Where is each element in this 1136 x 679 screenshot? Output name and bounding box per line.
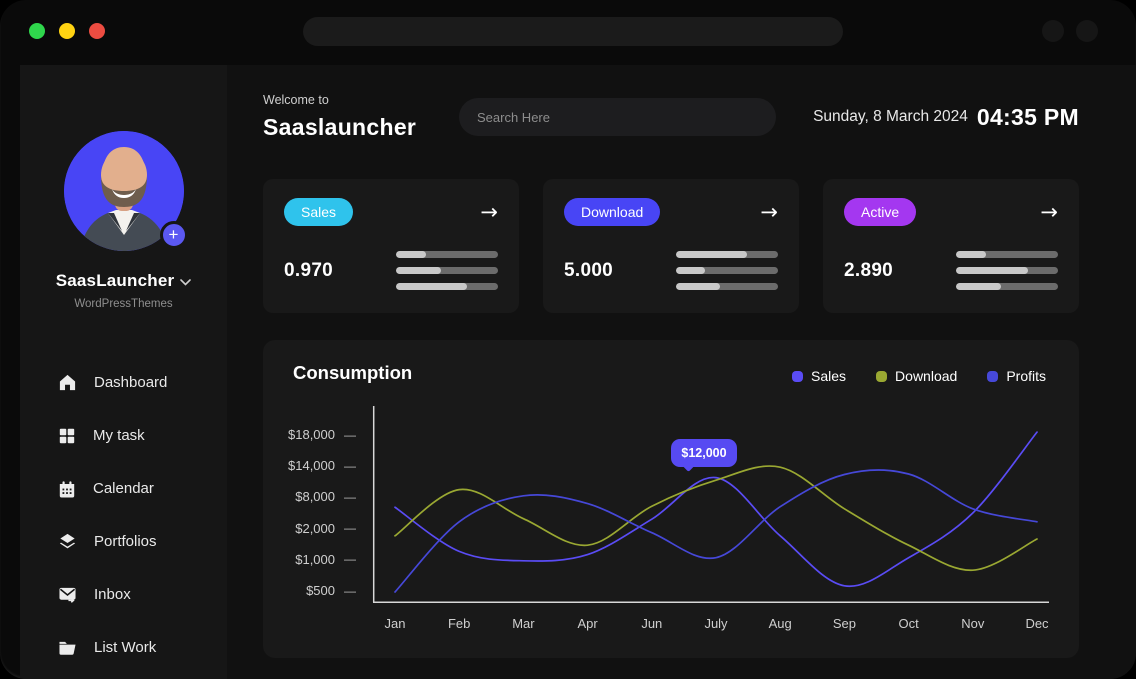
- avatar-photo: [63, 131, 184, 251]
- sidebar-item-calendar[interactable]: Calendar: [20, 462, 227, 515]
- x-tick: July: [704, 616, 728, 631]
- x-tick: Jan: [384, 616, 406, 631]
- x-tick: Jun: [641, 616, 663, 631]
- main-content: Welcome to Saaslauncher Sunday, 8 March …: [227, 65, 1136, 679]
- x-tick: Mar: [512, 616, 535, 631]
- calendar-icon: [59, 480, 75, 498]
- traffic-light-yellow-icon[interactable]: [59, 23, 75, 39]
- stat-card-download: Download → 5.000: [543, 179, 799, 313]
- date-text: Sunday, 8 March 2024: [813, 108, 968, 125]
- datetime: Sunday, 8 March 2024 04:35 PM: [776, 104, 1079, 131]
- chart-legend: Sales Download Profits: [792, 368, 1046, 384]
- status-badge: Sales: [284, 198, 354, 226]
- y-axis-labels: $500— $1,000— $2,000— $8,000— $14,000— $18,00…: [263, 406, 356, 603]
- legend-dot: [792, 370, 804, 382]
- profile-name-dropdown[interactable]: SaasLauncher: [20, 271, 227, 291]
- legend-item-download[interactable]: Download: [876, 368, 957, 384]
- arrow-right-icon[interactable]: →: [760, 199, 778, 224]
- chart-tooltip: $12,000: [671, 438, 737, 472]
- arrow-right-icon[interactable]: →: [1040, 199, 1058, 224]
- sidebar-item-inbox[interactable]: Inbox: [20, 568, 227, 621]
- sidebar-menu: Dashboard My task Calendar Portfolios In…: [20, 356, 227, 674]
- address-bar[interactable]: [303, 17, 843, 46]
- sidebar-item-label: List Work: [94, 639, 157, 656]
- sidebar-item-label: My task: [93, 427, 145, 444]
- layers-icon: [59, 533, 76, 549]
- stat-value: 5.000: [564, 259, 614, 281]
- inbox-icon: [59, 587, 76, 603]
- stat-card-sales: Sales → 0.970: [263, 179, 519, 313]
- sidebar-item-portfolios[interactable]: Portfolios: [20, 515, 227, 568]
- sidebar-item-my-task[interactable]: My task: [20, 409, 227, 462]
- line-chart-plot: [372, 406, 1049, 604]
- sidebar: + SaasLauncher WordPressThemes Dashboard…: [20, 65, 227, 679]
- status-badge: Active: [844, 198, 917, 226]
- chart-canvas: [372, 406, 1049, 604]
- browser-topbar: [0, 0, 1136, 65]
- traffic-light-red-icon[interactable]: [89, 23, 105, 39]
- x-tick: Sep: [832, 616, 856, 631]
- sidebar-item-list-work[interactable]: List Work: [20, 621, 227, 674]
- arrow-right-icon[interactable]: →: [480, 199, 498, 224]
- y-tick: $8,000—: [295, 489, 356, 505]
- legend-item-sales[interactable]: Sales: [792, 368, 846, 384]
- sidebar-item-label: Dashboard: [94, 374, 168, 391]
- sidebar-item-label: Calendar: [93, 480, 154, 497]
- window-button-icon[interactable]: [1042, 20, 1064, 42]
- welcome-text: Welcome to: [263, 93, 329, 107]
- legend-dot: [876, 370, 888, 382]
- tooltip-value: $12,000: [681, 445, 727, 460]
- stat-card-active: Active → 2.890: [823, 179, 1079, 313]
- x-tick: Oct: [898, 616, 919, 631]
- y-tick: $2,000—: [295, 520, 356, 536]
- time-text: 04:35 PM: [976, 103, 1079, 130]
- sidebar-item-label: Portfolios: [94, 533, 157, 550]
- search-input[interactable]: [459, 98, 776, 136]
- stat-value: 0.970: [284, 259, 334, 281]
- x-tick: Apr: [577, 616, 598, 631]
- sidebar-item-dashboard[interactable]: Dashboard: [20, 356, 227, 409]
- traffic-lights: [29, 23, 105, 39]
- y-tick: $18,000—: [288, 427, 356, 442]
- mini-bars: [956, 251, 1058, 290]
- add-avatar-button[interactable]: +: [159, 221, 188, 249]
- home-icon: [59, 374, 76, 391]
- window-button-icon[interactable]: [1076, 20, 1098, 42]
- avatar[interactable]: +: [63, 131, 188, 251]
- chart-title: Consumption: [293, 362, 413, 383]
- profile-name: SaasLauncher: [55, 271, 175, 290]
- mini-bars: [396, 251, 498, 290]
- consumption-chart-card: Consumption Sales Download Profits: [263, 340, 1079, 658]
- grid-icon: [59, 428, 75, 443]
- chevron-down-icon: [180, 279, 192, 286]
- y-tick: $500—: [306, 583, 356, 598]
- window-buttons: [1042, 20, 1098, 42]
- y-tick: $14,000—: [288, 458, 356, 474]
- legend-item-profits[interactable]: Profits: [987, 368, 1046, 384]
- stat-value: 2.890: [844, 259, 894, 281]
- x-tick: Aug: [768, 616, 792, 631]
- mini-bars: [676, 251, 778, 290]
- page-title: Saaslauncher: [263, 114, 417, 140]
- traffic-light-green-icon[interactable]: [29, 23, 45, 39]
- x-tick: Feb: [447, 616, 471, 631]
- x-tick: Nov: [961, 616, 985, 631]
- profile-org: WordPressThemes: [74, 298, 173, 310]
- folder-icon: [59, 641, 76, 655]
- x-tick: Dec: [1025, 616, 1049, 631]
- sidebar-item-label: Inbox: [94, 586, 131, 603]
- status-badge: Download: [564, 198, 661, 226]
- stat-cards: Sales → 0.970 Download: [263, 179, 1079, 313]
- legend-dot: [987, 370, 999, 382]
- y-tick: $1,000—: [295, 551, 356, 567]
- page-header: Welcome to Saaslauncher Sunday, 8 March …: [263, 93, 1079, 141]
